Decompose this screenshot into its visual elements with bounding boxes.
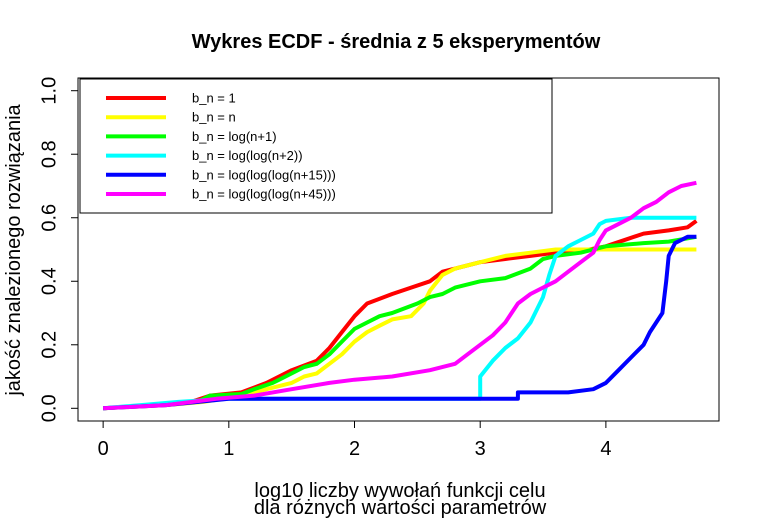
y-tick-label: 0.2	[38, 331, 60, 359]
y-tick-label: 0.0	[38, 394, 60, 422]
x-axis-label-line2: dla różnych wartości parametrów	[254, 497, 547, 519]
x-axis: 0 1 2 3 4	[98, 421, 611, 460]
legend-label-2: b_n = n	[192, 110, 236, 125]
legend-label-1: b_n = 1	[192, 91, 236, 106]
x-tick-label: 2	[349, 438, 360, 460]
plot-frame	[77, 77, 720, 422]
x-tick-label: 0	[98, 438, 109, 460]
legend-label-5: b_n = log(log(log(n+15)))	[192, 167, 336, 182]
y-tick-label: 0.8	[38, 140, 60, 168]
series-layer	[102, 180, 698, 411]
legend: b_n = 1 b_n = n b_n = log(n+1) b_n = log(lo…	[79, 78, 553, 214]
legend-label-6: b_n = log(log(log(n+45)))	[192, 187, 336, 202]
series-line-5	[102, 234, 697, 411]
x-tick-label: 1	[223, 438, 234, 460]
legend-items: b_n = 1 b_n = n b_n = log(n+1) b_n = log(lo…	[106, 91, 336, 202]
series-line-3	[102, 234, 697, 411]
y-tick-label: 1.0	[38, 77, 60, 105]
legend-box	[79, 78, 553, 214]
series-line-6	[102, 180, 697, 411]
y-tick-label: 0.6	[38, 204, 60, 232]
series-line-2	[102, 247, 697, 411]
x-tick-label: 4	[600, 438, 611, 460]
legend-label-4: b_n = log(log(n+2))	[192, 148, 303, 163]
y-axis-label: jakość znalezionego rozwiązania	[3, 103, 25, 396]
x-axis-label-line1: log10 liczby wywołań funkcji celu	[254, 480, 545, 502]
y-axis: 0.0 0.2 0.4 0.6 0.8 1.0	[38, 77, 78, 422]
y-tick-label: 0.4	[38, 267, 60, 295]
legend-label-3: b_n = log(n+1)	[192, 129, 277, 144]
x-tick-label: 3	[475, 438, 486, 460]
chart-title: Wykres ECDF - średnia z 5 eksperymentów	[192, 31, 601, 53]
